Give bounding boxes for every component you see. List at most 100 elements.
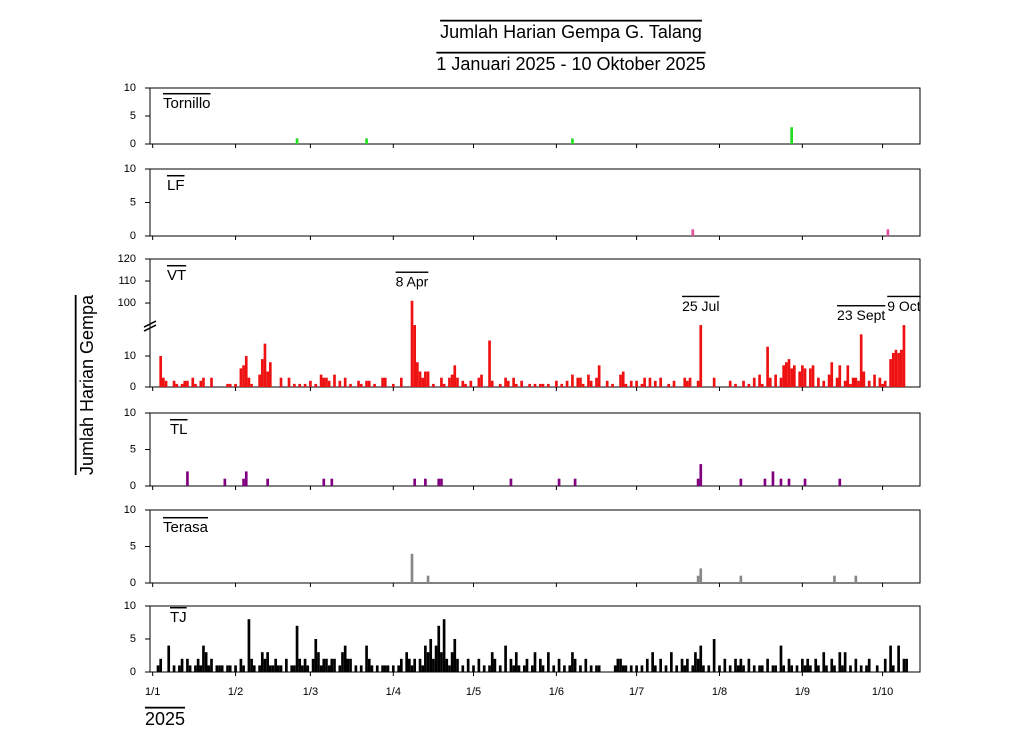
bar	[477, 377, 481, 387]
bar	[186, 380, 189, 387]
bar	[271, 665, 275, 672]
bar	[298, 658, 302, 672]
bar	[199, 665, 203, 672]
bar	[849, 383, 852, 387]
x-tick-label: 1/6	[549, 686, 564, 698]
bar	[894, 349, 898, 387]
bar	[787, 658, 791, 672]
bar	[833, 665, 836, 672]
bar	[285, 658, 288, 672]
bar	[897, 645, 900, 672]
bar	[525, 658, 529, 672]
y-tick-label: 5	[130, 633, 136, 645]
bar	[547, 383, 550, 387]
panel-label: Terasa	[163, 519, 209, 536]
bar	[560, 383, 564, 387]
bar	[613, 665, 617, 672]
bar	[456, 377, 459, 387]
bar	[640, 665, 644, 672]
bar	[787, 478, 791, 486]
bar	[539, 658, 542, 672]
bar	[699, 568, 703, 583]
bar	[293, 665, 296, 672]
bar	[584, 658, 588, 672]
bar	[180, 658, 184, 672]
chart-title: Jumlah Harian Gempa G. Talang	[440, 22, 702, 42]
bar	[194, 665, 197, 672]
bar	[327, 380, 331, 387]
bar	[653, 665, 657, 672]
bar	[506, 380, 510, 387]
bar	[699, 464, 703, 486]
bar	[493, 658, 497, 672]
bar	[258, 374, 261, 387]
y-tick-label: 0	[130, 577, 136, 589]
bar	[247, 377, 251, 387]
bar	[555, 380, 558, 387]
bar	[188, 665, 192, 672]
bar	[183, 380, 187, 387]
bar	[365, 645, 368, 672]
bar	[798, 371, 802, 387]
bar	[375, 665, 379, 672]
bar	[739, 658, 743, 672]
plot-frame	[149, 168, 921, 237]
bar	[461, 380, 465, 387]
bar	[616, 658, 620, 672]
bar	[250, 658, 253, 672]
bar	[365, 138, 368, 144]
bar	[702, 665, 705, 672]
bar	[338, 380, 342, 387]
bar	[886, 229, 890, 236]
bar	[747, 383, 751, 387]
bar	[325, 658, 328, 672]
bar	[303, 383, 307, 387]
bar	[862, 371, 866, 387]
bar	[311, 658, 315, 672]
bar	[426, 575, 430, 583]
bar	[456, 658, 459, 672]
bar	[263, 658, 267, 672]
bar	[605, 380, 609, 387]
bar	[830, 362, 834, 387]
y-tick-label: 120	[118, 253, 136, 265]
bar	[817, 665, 820, 672]
bar	[619, 658, 622, 672]
bar	[734, 383, 737, 387]
bar	[164, 380, 168, 387]
bar	[766, 658, 769, 672]
bar	[434, 645, 438, 672]
bar	[883, 380, 887, 387]
bar	[528, 383, 531, 387]
bar	[624, 383, 628, 387]
bar	[343, 645, 347, 672]
bar	[747, 658, 751, 672]
bar	[202, 377, 205, 387]
bar	[220, 665, 224, 672]
bar	[597, 665, 601, 672]
bar	[498, 665, 502, 672]
bar	[803, 368, 807, 387]
bar	[512, 665, 515, 672]
bar	[498, 383, 502, 387]
bar	[247, 619, 251, 672]
bar	[686, 380, 689, 387]
bar	[841, 665, 844, 672]
y-tick-label: 5	[130, 443, 136, 455]
bar	[651, 652, 654, 672]
bar	[822, 380, 826, 387]
bar	[426, 371, 430, 387]
bar	[547, 652, 550, 672]
bar	[408, 658, 411, 672]
bar	[822, 652, 826, 672]
bar	[541, 665, 545, 672]
bar	[576, 377, 580, 387]
bar	[266, 478, 269, 486]
x-tick-label: 1/3	[303, 686, 318, 698]
bar	[752, 665, 756, 672]
bar	[809, 665, 812, 672]
bar	[172, 380, 176, 387]
bar	[373, 383, 376, 387]
bar	[579, 665, 582, 672]
bar	[779, 645, 783, 672]
